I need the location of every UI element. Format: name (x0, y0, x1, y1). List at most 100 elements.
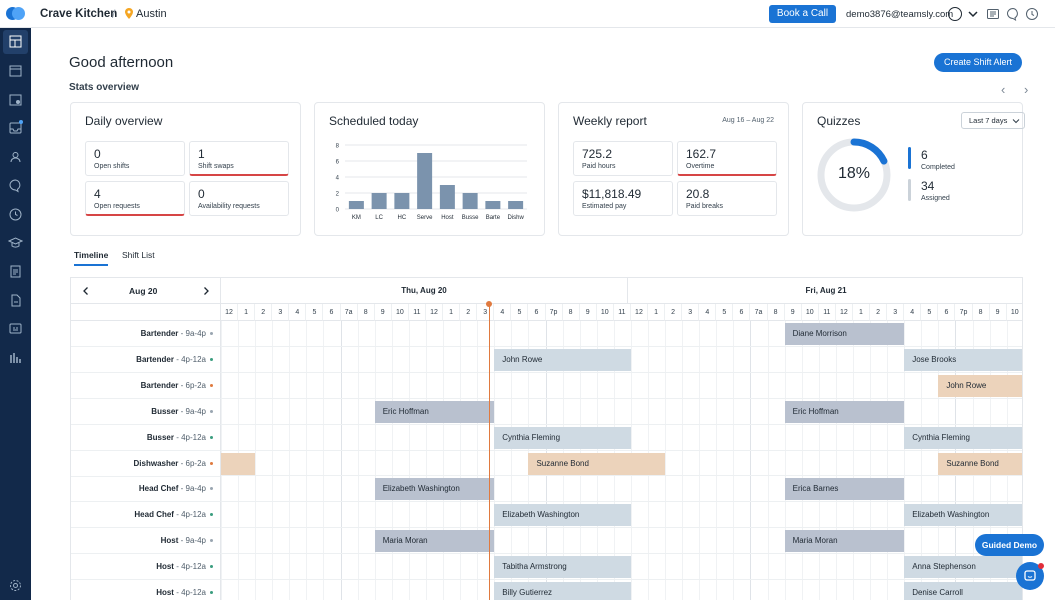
shift-block[interactable]: Erica Barnes (784, 478, 905, 501)
messages-icon[interactable] (8, 178, 23, 193)
inbox-icon[interactable] (8, 120, 23, 135)
support-chat-button[interactable] (1016, 562, 1044, 590)
next-arrow-icon[interactable]: › (1024, 82, 1029, 97)
create-shift-alert-button[interactable]: Create Shift Alert (934, 53, 1022, 72)
shift-block[interactable]: Billy Gutierrez (494, 582, 631, 600)
row-label: Busser - 9a-4p (71, 398, 221, 425)
shift-block[interactable]: Elizabeth Washington (494, 504, 631, 527)
chat-icon[interactable] (1006, 7, 1020, 21)
app-logo-icon[interactable] (6, 7, 26, 21)
grid-line (699, 321, 701, 600)
chart-bar-hc[interactable] (394, 193, 410, 209)
shift-block[interactable]: Denise Carroll (904, 582, 1022, 600)
row-time: - 4p-12a (173, 354, 206, 364)
chart-bar-serve[interactable] (417, 153, 433, 209)
hour-label: 5 (921, 304, 939, 321)
open-shifts-stat[interactable]: 0 Open shifts (85, 141, 185, 176)
chevron-down-icon (1012, 119, 1020, 124)
hour-label: 11 (818, 304, 836, 321)
sidebar (0, 28, 31, 600)
row-label: Busser - 4p-12a (71, 424, 221, 451)
shift-block[interactable]: Suzanne Bond (528, 452, 666, 475)
grid-line (374, 321, 376, 600)
location-name[interactable]: Austin (136, 8, 167, 20)
chart-bar-host[interactable] (439, 185, 455, 209)
shift-block[interactable]: John Rowe (494, 348, 631, 371)
date-navigator: Aug 20 (71, 278, 221, 304)
hour-label: 7a (340, 304, 358, 321)
assigned-label: Assigned (921, 195, 950, 202)
chart-x-tick: Busse (462, 215, 479, 221)
user-avatar-icon[interactable] (948, 7, 962, 21)
row-time: - 4p-12a (173, 562, 206, 572)
shift-block[interactable]: Eric Hoffman (784, 400, 905, 423)
shift-block[interactable]: Suzanne Bond (938, 452, 1022, 475)
shift-block[interactable]: Jose Brooks (904, 348, 1022, 371)
payroll-icon[interactable] (8, 321, 23, 336)
shift-block[interactable]: Tabitha Armstrong (494, 556, 631, 579)
tab-shift-list[interactable]: Shift List (122, 250, 155, 260)
chart-bar-lc[interactable] (371, 193, 387, 209)
training-icon[interactable] (8, 235, 23, 250)
open-requests-stat[interactable]: 4 Open requests (85, 181, 185, 216)
shift-block[interactable]: John Rowe (938, 374, 1022, 397)
company-name[interactable]: Crave Kitchen (40, 8, 118, 20)
row-divider (221, 449, 1022, 451)
shift-block[interactable]: Diane Morrison (784, 323, 905, 345)
settings-icon[interactable] (8, 578, 23, 593)
paid-breaks-stat[interactable]: 20.8 Paid breaks (677, 181, 777, 216)
daily-overview-title: Daily overview (85, 114, 163, 128)
user-email[interactable]: demo3876@teamsly.com (846, 9, 954, 20)
chart-bar-barte[interactable] (485, 201, 501, 209)
guided-demo-button[interactable]: Guided Demo (975, 534, 1044, 556)
row-role: Host (156, 588, 174, 597)
weekly-date-range: Aug 16 – Aug 22 (722, 117, 774, 124)
schedule-icon[interactable] (8, 92, 23, 107)
hour-label: 2 (460, 304, 478, 321)
grid-line (784, 321, 786, 600)
tab-timeline[interactable]: Timeline (74, 250, 109, 266)
shift-block[interactable] (221, 452, 256, 475)
row-label: Host - 9a-4p (71, 528, 221, 555)
empty-hour-header (71, 304, 221, 321)
row-divider (221, 579, 1022, 580)
grid-line (255, 321, 257, 600)
chart-bar-busse[interactable] (462, 193, 478, 209)
calendar-icon[interactable] (8, 63, 23, 78)
shift-swaps-stat[interactable]: 1 Shift swaps (189, 141, 289, 176)
row-divider (221, 345, 1022, 347)
hour-label: 6 (323, 304, 341, 321)
estimated-pay-stat[interactable]: $11,818.49 Estimated pay (573, 181, 673, 216)
shift-block[interactable]: Elizabeth Washington (904, 504, 1022, 527)
documents-icon[interactable] (8, 293, 23, 308)
chart-bar-km[interactable] (348, 201, 364, 209)
hour-label: 4 (699, 304, 717, 321)
period-select[interactable]: Last 7 days (961, 112, 1025, 129)
chevron-right-icon[interactable] (201, 286, 211, 296)
news-icon[interactable] (986, 7, 1000, 21)
shift-block[interactable]: Maria Moran (374, 530, 495, 553)
tasks-icon[interactable] (8, 264, 23, 279)
shift-block[interactable]: Maria Moran (784, 530, 905, 553)
chevron-left-icon[interactable] (81, 286, 91, 296)
shift-block[interactable]: Cynthia Fleming (494, 426, 631, 449)
row-time: - 9a-4p (178, 406, 206, 416)
shift-block[interactable]: Elizabeth Washington (374, 478, 495, 501)
time-clock-icon[interactable] (8, 207, 23, 222)
shift-block[interactable]: Cynthia Fleming (904, 426, 1022, 449)
shift-block[interactable]: Eric Hoffman (374, 400, 495, 423)
shift-block[interactable]: Anna Stephenson (904, 556, 1022, 579)
availability-requests-stat[interactable]: 0 Availability requests (189, 181, 289, 216)
hour-label: 8 (767, 304, 785, 321)
prev-arrow-icon[interactable]: ‹ (1001, 82, 1006, 97)
reports-icon[interactable] (8, 350, 23, 365)
clock-icon[interactable] (1025, 7, 1039, 21)
hour-label: 7p (545, 304, 563, 321)
paid-hours-stat[interactable]: 725.2 Paid hours (573, 141, 673, 176)
dashboard-icon[interactable] (3, 30, 28, 54)
chart-bar-dishw[interactable] (508, 201, 524, 209)
book-call-button[interactable]: Book a Call (769, 5, 836, 23)
overtime-stat[interactable]: 162.7 Overtime (677, 141, 777, 176)
chevron-down-icon[interactable] (966, 7, 980, 21)
team-icon[interactable] (8, 149, 23, 164)
